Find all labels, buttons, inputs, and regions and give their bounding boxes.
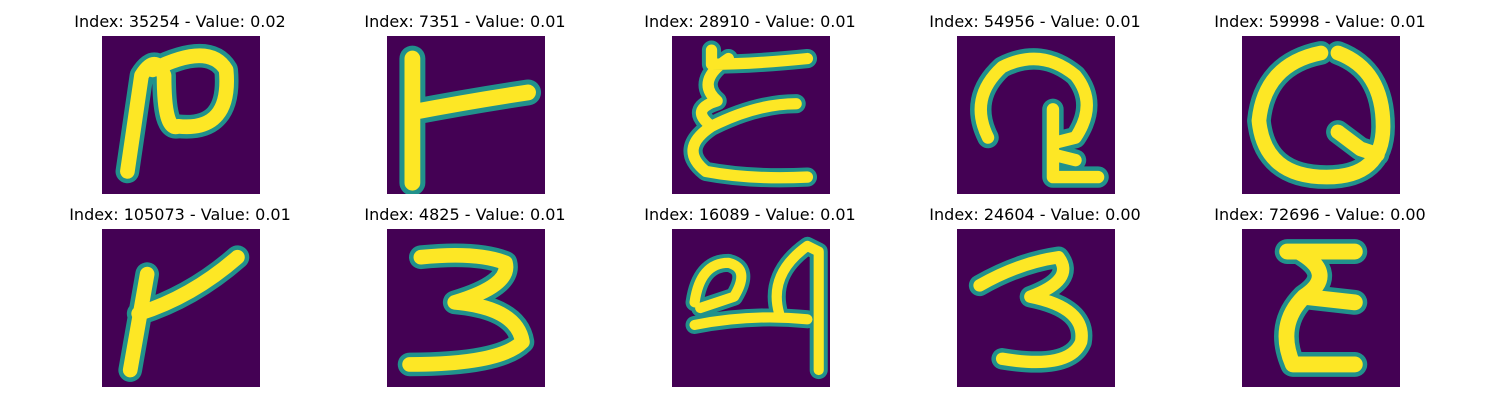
glyph-image-q [1242,36,1400,194]
panel-title: Index: 16089 - Value: 0.01 [644,205,856,224]
panel-title: Index: 28910 - Value: 0.01 [644,12,856,31]
panel-3: Index: 28910 - Value: 0.01 [600,2,900,194]
panel-9: Index: 24604 - Value: 0.00 [885,195,1185,387]
glyph-image-a [672,229,830,387]
panel-4: Index: 54956 - Value: 0.01 [885,2,1185,194]
panel-6: Index: 105073 - Value: 0.01 [30,195,330,387]
panel-title: Index: 59998 - Value: 0.01 [1214,12,1426,31]
panel-10: Index: 72696 - Value: 0.00 [1170,195,1470,387]
panel-7: Index: 4825 - Value: 0.01 [315,195,615,387]
panel-5: Index: 59998 - Value: 0.01 [1170,2,1470,194]
panel-1: Index: 35254 - Value: 0.02 [30,2,330,194]
glyph-image-3 [387,229,545,387]
glyph-image-e [672,36,830,194]
glyph-image-a [957,36,1115,194]
panel-title: Index: 105073 - Value: 0.01 [69,205,291,224]
panel-title: Index: 7351 - Value: 0.01 [364,12,566,31]
panel-title: Index: 72696 - Value: 0.00 [1214,205,1426,224]
glyph-image-3 [957,229,1115,387]
glyph-image-r [387,36,545,194]
panel-title: Index: 54956 - Value: 0.01 [929,12,1141,31]
panel-title: Index: 35254 - Value: 0.02 [74,12,286,31]
panel-8: Index: 16089 - Value: 0.01 [600,195,900,387]
panel-2: Index: 7351 - Value: 0.01 [315,2,615,194]
glyph-image-e [1242,229,1400,387]
panel-title: Index: 4825 - Value: 0.01 [364,205,566,224]
panel-title: Index: 24604 - Value: 0.00 [929,205,1141,224]
glyph-image-r [102,229,260,387]
glyph-image-n [102,36,260,194]
